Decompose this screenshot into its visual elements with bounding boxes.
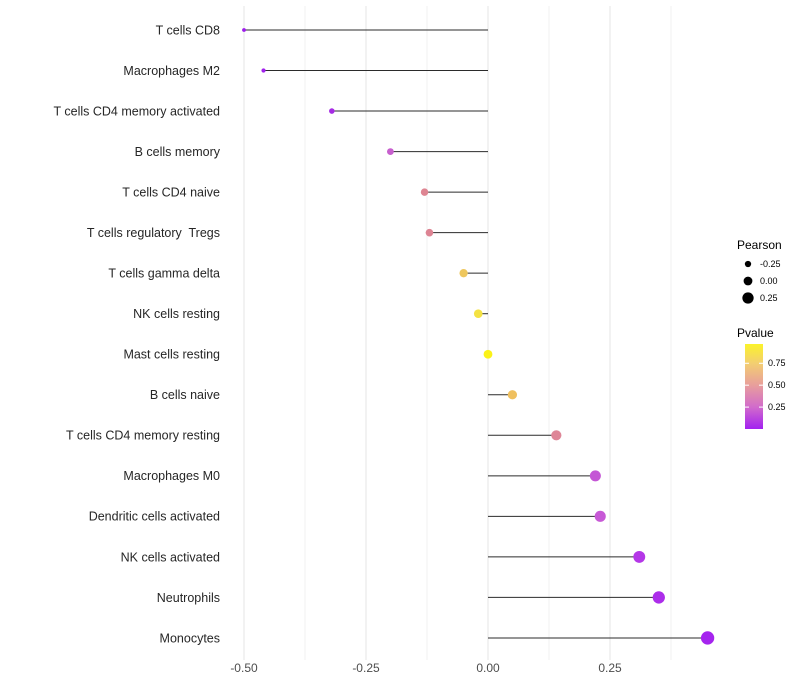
colorbar-tick-label: 0.50 <box>768 380 786 390</box>
lollipop-row <box>488 430 562 441</box>
pearson-legend-label: 0.25 <box>760 293 778 303</box>
lollipop-point <box>589 470 601 482</box>
lollipop-row <box>459 269 488 278</box>
colorbar-tick-label: 0.75 <box>768 358 786 368</box>
lollipop-point <box>420 188 429 196</box>
pearson-legend-dot <box>742 292 754 304</box>
y-axis-label: Mast cells resting <box>123 348 220 362</box>
lollipop-point <box>261 68 266 73</box>
lollipop-row <box>488 390 518 400</box>
y-axis-label: Neutrophils <box>157 591 220 605</box>
x-tick-label: -0.25 <box>352 661 380 675</box>
lollipop-row <box>488 631 715 645</box>
lollipop-row <box>488 550 646 563</box>
lollipop-point <box>473 309 483 319</box>
lollipop-point <box>242 28 246 32</box>
y-axis-labels: T cells CD8 Macrophages M2 T cells CD4 mem… <box>54 23 221 645</box>
y-axis-label: NK cells resting <box>133 307 220 321</box>
colorbar-tick-label: 0.25 <box>768 402 786 412</box>
y-axis-label: T cells CD4 memory resting <box>66 429 220 443</box>
lollipop-row <box>261 68 488 73</box>
y-axis-label: T cells CD4 memory activated <box>54 104 221 118</box>
lollipop-point <box>329 108 335 114</box>
pearson-legend-title: Pearson <box>737 238 782 252</box>
y-axis-label: T cells regulatory Tregs <box>87 226 220 240</box>
lollipop-row <box>488 470 601 482</box>
lollipop-row <box>420 188 488 196</box>
grid-lines <box>243 6 672 660</box>
lollipop-point <box>551 430 562 441</box>
pearson-legend-dot <box>743 276 753 286</box>
lollipop-point <box>652 591 665 604</box>
y-axis-label: Dendritic cells activated <box>89 510 220 524</box>
pearson-legend-label: 0.00 <box>760 276 778 286</box>
y-axis-label: T cells CD4 naive <box>122 185 220 199</box>
y-axis-label: Macrophages M0 <box>123 469 220 483</box>
lollipop-row <box>329 108 488 114</box>
pearson-legend-label: -0.25 <box>760 259 781 269</box>
pvalue-legend-title: Pvalue <box>737 326 774 340</box>
y-axis-label: T cells gamma delta <box>108 267 220 281</box>
lollipop-point <box>425 228 434 237</box>
pearson-legend-dot <box>744 260 752 268</box>
x-axis-labels: -0.50 -0.25 0.00 0.25 <box>230 661 622 675</box>
lollipop-row <box>488 510 606 522</box>
lollipop-row <box>387 148 488 155</box>
pvalue-colorbar <box>745 344 763 429</box>
lollipop-row <box>483 349 493 359</box>
x-tick-label: 0.25 <box>598 661 622 675</box>
lollipop-point <box>483 349 493 359</box>
y-axis-label: B cells naive <box>150 388 220 402</box>
y-axis-label: B cells memory <box>135 145 221 159</box>
lollipop-row <box>425 228 488 237</box>
pvalue-colorbar-ticks: 0.75 0.50 0.25 <box>745 358 786 412</box>
lollipop-row <box>473 309 488 319</box>
lollipop-point <box>507 390 518 400</box>
lollipop-row <box>242 28 488 32</box>
lollipop-point <box>387 148 394 155</box>
lollipop-point <box>633 550 646 563</box>
lollipop-point <box>594 510 606 522</box>
y-axis-label: T cells CD8 <box>156 23 220 37</box>
pearson-size-legend: -0.25 0.00 0.25 <box>742 259 781 304</box>
lollipop-rows <box>242 28 715 645</box>
legend: Pearson -0.25 0.00 0.25 Pvalue 0.75 0.50 0.2… <box>737 238 786 429</box>
y-axis-label: Macrophages M2 <box>123 64 220 78</box>
lollipop-point <box>700 631 715 645</box>
y-axis-label: NK cells activated <box>121 550 220 564</box>
x-tick-label: 0.00 <box>476 661 500 675</box>
lollipop-point <box>459 269 468 278</box>
x-tick-label: -0.50 <box>230 661 258 675</box>
y-axis-label: Monocytes <box>160 631 220 645</box>
lollipop-row <box>488 591 665 604</box>
